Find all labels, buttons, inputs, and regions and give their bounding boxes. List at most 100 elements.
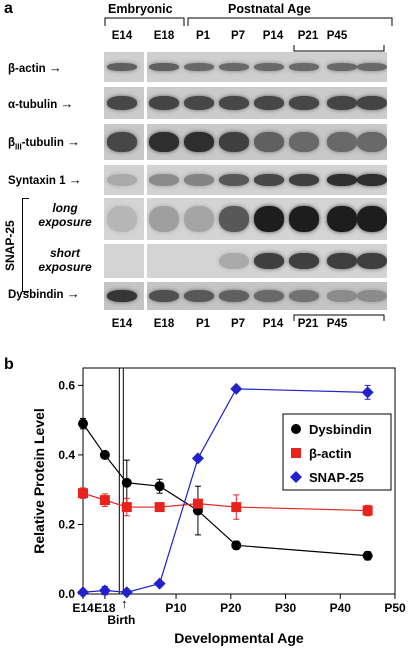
panel-b-letter: b xyxy=(4,356,14,373)
protein-band xyxy=(254,290,284,302)
protein-band xyxy=(107,206,137,232)
snap25-bracket xyxy=(22,198,29,292)
blot-strip-syntaxin xyxy=(104,165,387,195)
birth-arrow-icon: ↑ xyxy=(121,596,128,611)
protein-band xyxy=(289,253,319,269)
protein-band xyxy=(149,290,179,302)
protein-band xyxy=(184,290,214,302)
data-point xyxy=(192,498,203,509)
legend-label: β-actin xyxy=(309,446,352,461)
protein-band xyxy=(327,206,357,232)
protein-band xyxy=(254,253,284,269)
protein-band xyxy=(184,174,214,186)
y-tick-label: 0.4 xyxy=(58,448,75,462)
data-point xyxy=(78,488,88,499)
row-label-beta3-tubulin: βIII-tubulin → xyxy=(8,134,81,152)
protein-band xyxy=(289,63,319,71)
plot-frame xyxy=(82,367,396,595)
protein-band xyxy=(219,174,249,186)
protein-band xyxy=(107,63,137,71)
data-point xyxy=(77,586,89,599)
lane-separator xyxy=(144,87,147,119)
x-tick-label: P20 xyxy=(220,601,242,615)
y-tick-label: 0.0 xyxy=(58,587,75,601)
blot-strip-snap25-short xyxy=(104,244,387,278)
blot-strip-dysbindin xyxy=(104,282,387,310)
data-point xyxy=(121,477,132,488)
lane-label-p7-bottom: P7 xyxy=(230,318,246,330)
protein-band xyxy=(357,206,387,232)
protein-band xyxy=(327,96,357,110)
lane-separator xyxy=(144,165,147,195)
protein-band xyxy=(357,63,387,71)
data-point xyxy=(230,382,243,395)
row-label-syntaxin: Syntaxin 1 → xyxy=(8,172,82,187)
protein-band xyxy=(219,132,249,152)
data-point xyxy=(362,550,373,561)
protein-band xyxy=(184,132,214,152)
row-label-alpha-tubulin: α-tubulin → xyxy=(8,96,74,111)
lane-label-e14-top: E14 xyxy=(111,30,133,42)
data-point xyxy=(290,471,302,483)
lane-label-p45-top: P45 xyxy=(326,30,348,42)
protein-band xyxy=(289,132,319,152)
lane-label-p14-top: P14 xyxy=(262,30,284,42)
lane-separator xyxy=(144,52,147,82)
data-point xyxy=(362,505,373,516)
protein-band xyxy=(107,174,137,186)
protein-band xyxy=(254,174,284,186)
protein-band xyxy=(327,290,357,302)
protein-band xyxy=(289,206,319,232)
y-tick-label: 0.6 xyxy=(58,378,75,392)
protein-band xyxy=(289,290,319,302)
protein-band xyxy=(254,63,284,71)
lane-label-p7-top: P7 xyxy=(230,30,246,42)
protein-band xyxy=(289,96,319,110)
protein-band xyxy=(357,290,387,302)
protein-band xyxy=(289,174,319,186)
data-point xyxy=(191,452,204,465)
p45-bracket-top xyxy=(293,45,385,52)
protein-band xyxy=(254,206,284,232)
data-point xyxy=(99,449,110,460)
protein-band xyxy=(254,132,284,152)
protein-band xyxy=(149,132,179,152)
data-point xyxy=(153,577,166,590)
x-axis-label: Developmental Age xyxy=(174,630,304,646)
data-point xyxy=(98,584,111,597)
protein-band xyxy=(149,174,179,186)
data-point xyxy=(154,481,165,492)
group-embryonic-label: Embryonic xyxy=(108,2,173,16)
birth-label: Birth xyxy=(107,613,135,627)
legend-label: Dysbindin xyxy=(309,422,372,437)
data-point xyxy=(231,502,242,513)
y-axis-label: Relative Protein Level xyxy=(31,408,47,554)
protein-band xyxy=(149,63,179,71)
protein-band xyxy=(219,96,249,110)
lane-label-p45-bottom: P45 xyxy=(326,318,348,330)
protein-band xyxy=(184,63,214,71)
x-tick-label: P30 xyxy=(275,601,297,615)
protein-level-chart: 0.0 0.2 0.4 0.6 E14 E18 P10 P20 P30 P40 P50 Develop… xyxy=(31,367,406,646)
row-label-long-exposure: long exposure xyxy=(38,201,92,229)
x-tick-label: P10 xyxy=(165,601,187,615)
protein-band xyxy=(219,63,249,71)
row-label-beta-actin: β-actin → xyxy=(8,60,62,75)
protein-band xyxy=(219,206,249,232)
x-tick-label: E14 xyxy=(72,601,94,615)
protein-band xyxy=(107,132,137,152)
protein-band xyxy=(357,96,387,110)
lane-separator xyxy=(144,244,147,278)
blot-strip-beta-actin xyxy=(104,52,387,82)
data-point xyxy=(78,418,88,429)
group-postnatal-label: Postnatal Age xyxy=(228,2,311,16)
protein-band xyxy=(149,206,179,232)
lane-label-e18-top: E18 xyxy=(153,30,175,42)
blot-strip-alpha-tubulin xyxy=(104,87,387,119)
p45-bracket-bottom xyxy=(293,314,385,321)
protein-band xyxy=(327,132,357,152)
protein-band xyxy=(357,174,387,186)
lane-label-e14-bottom: E14 xyxy=(111,318,133,330)
lane-label-e18-bottom: E18 xyxy=(153,318,175,330)
x-tick-label: P40 xyxy=(330,601,352,615)
